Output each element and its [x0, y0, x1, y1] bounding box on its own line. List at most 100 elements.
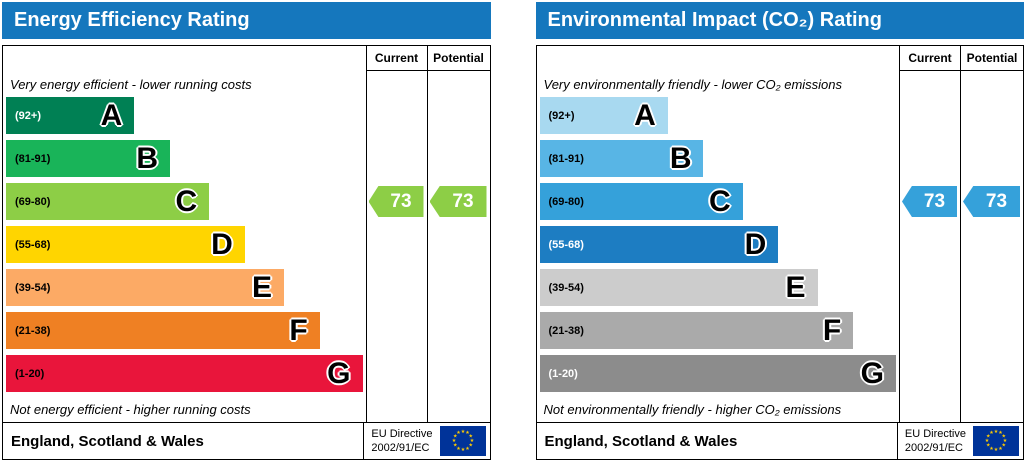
eu-directive-text: EU Directive 2002/91/EC	[371, 427, 432, 456]
band-e-range: (39-54)	[548, 281, 584, 294]
band-row: (92+) A	[539, 97, 897, 140]
band-g-letter: G	[327, 356, 351, 390]
eu-directive-section: EU Directive 2002/91/EC ★ ★ ★ ★ ★ ★ ★	[363, 423, 489, 459]
eu-flag-icon	[973, 426, 1019, 456]
band-row: (1-20) G	[6, 355, 363, 398]
band-e-letter: E	[252, 270, 273, 304]
band-f-range: (21-38)	[548, 324, 584, 337]
energy-potential-rating-arrow: 73	[429, 186, 487, 217]
band-row: (55-68) D	[6, 226, 363, 269]
svg-text:★: ★	[460, 429, 465, 435]
band-d-range: (55-68)	[548, 238, 584, 251]
svg-text:★: ★	[468, 434, 473, 440]
band-f-bar: (21-38) F	[539, 312, 854, 349]
eu-directive-section: EU Directive 2002/91/EC	[896, 423, 1023, 459]
band-d-letter: D	[744, 227, 767, 261]
eu-directive-text: EU Directive 2002/91/EC	[905, 427, 966, 456]
co2-current-rating-arrow: 73	[902, 186, 957, 217]
energy-rating-chart: Very energy efficient - lower running co…	[2, 45, 491, 423]
svg-text:★: ★	[451, 438, 456, 444]
band-a-range: (92+)	[15, 109, 41, 122]
svg-text:★: ★	[452, 434, 457, 440]
band-a-bar: (92+) A	[6, 97, 135, 134]
band-b-bar: (81-91) B	[6, 140, 170, 177]
energy-panel-header: Energy Efficiency Rating	[2, 2, 491, 39]
svg-text:★: ★	[456, 446, 461, 452]
energy-current-column: Current 73	[366, 46, 428, 422]
band-g-range: (1-20)	[15, 367, 45, 380]
eu-flag-icon: ★ ★ ★ ★ ★ ★ ★ ★ ★ ★ ★ ★	[439, 426, 486, 456]
band-row: (69-80) C	[539, 183, 897, 226]
co2-top-note: Very environmentally friendly - lower CO…	[543, 77, 843, 92]
band-f-bar: (21-38) F	[6, 312, 320, 349]
band-row: (21-38) F	[6, 312, 363, 355]
band-g-range: (1-20)	[548, 367, 578, 380]
co2-chart-footer: England, Scotland & Wales EU Directive 2…	[535, 422, 1024, 460]
band-d-letter: D	[211, 227, 233, 261]
potential-column-header: Potential	[427, 46, 490, 71]
band-g-bar: (1-20) G	[6, 355, 363, 392]
eu-directive-line1: EU Directive	[904, 427, 966, 440]
band-row: (92+) A	[6, 97, 363, 140]
band-e-letter: E	[785, 270, 806, 304]
svg-text:★: ★	[452, 443, 457, 449]
co2-current-column: Current 73	[900, 46, 961, 422]
svg-text:★: ★	[460, 447, 465, 453]
band-e-range: (39-54)	[15, 281, 51, 294]
band-g-bar: (1-20) G	[539, 355, 896, 392]
co2-panel-header: Environmental Impact (CO₂) Rating	[535, 2, 1024, 39]
band-e-bar: (39-54) E	[6, 269, 285, 306]
band-row: (81-91) B	[539, 140, 897, 183]
energy-chart-footer: England, Scotland & Wales EU Directive 2…	[2, 422, 491, 460]
eu-directive-line2: 2002/91/EC	[904, 442, 963, 454]
band-c-bar: (69-80) C	[6, 183, 210, 220]
band-a-range: (92+)	[548, 109, 575, 122]
energy-top-note: Very energy efficient - lower running co…	[10, 77, 252, 92]
band-b-bar: (81-91) B	[539, 140, 704, 177]
band-row: (39-54) E	[539, 269, 897, 312]
band-b-range: (81-91)	[15, 152, 51, 165]
band-c-bar: (69-80) C	[539, 183, 743, 220]
energy-bands: (92+) A (81-91) B (69-80) C	[3, 97, 366, 398]
header-spacer	[3, 46, 366, 71]
co2-bottom-note: Not environmentally friendly - higher CO…	[543, 402, 842, 417]
band-d-bar: (55-68) D	[6, 226, 245, 263]
energy-bottom-note: Not energy efficient - higher running co…	[10, 402, 251, 417]
energy-efficiency-rating-panel: Energy Efficiency Rating Very energy eff…	[2, 2, 491, 460]
band-f-letter: F	[289, 313, 308, 347]
band-row: (1-20) G	[539, 355, 896, 398]
band-e-bar: (39-54) E	[539, 269, 818, 306]
co2-bands-column: Very environmentally friendly - lower CO…	[537, 46, 900, 422]
co2-rating-chart: Very environmentally friendly - lower CO…	[535, 45, 1024, 423]
band-f-letter: F	[822, 313, 842, 347]
band-c-range: (69-80)	[548, 195, 584, 208]
band-row: (39-54) E	[6, 269, 363, 312]
region-label: England, Scotland & Wales	[544, 432, 738, 450]
svg-text:★: ★	[456, 430, 461, 436]
svg-text:★: ★	[465, 446, 470, 452]
energy-bands-column: Very energy efficient - lower running co…	[3, 46, 367, 422]
band-d-range: (55-68)	[15, 238, 51, 251]
band-b-range: (81-91)	[548, 152, 584, 165]
energy-panel-title: Energy Efficiency Rating	[14, 9, 250, 31]
band-row: (21-38) F	[539, 312, 897, 355]
band-row: (55-68) D	[539, 226, 897, 269]
band-row: (81-91) B	[6, 140, 363, 183]
band-a-bar: (92+) A	[539, 97, 668, 134]
eu-directive-line1: EU Directive	[371, 427, 433, 440]
band-a-letter: A	[634, 98, 656, 132]
band-c-letter: C	[709, 184, 731, 218]
band-a-letter: A	[100, 98, 123, 132]
header-spacer	[537, 46, 900, 71]
co2-bands: (92+) A (81-91) B (69-80) C	[537, 97, 900, 398]
co2-potential-column: Potential 73	[961, 46, 1023, 422]
band-f-range: (21-38)	[15, 324, 51, 337]
band-row: (69-80) C	[6, 183, 363, 226]
band-b-letter: B	[669, 141, 692, 175]
svg-text:★: ★	[469, 438, 474, 444]
potential-column-header: Potential	[961, 46, 1023, 71]
co2-potential-rating-arrow: 73	[963, 186, 1020, 217]
band-b-letter: B	[136, 141, 158, 175]
svg-text:★: ★	[465, 430, 470, 436]
